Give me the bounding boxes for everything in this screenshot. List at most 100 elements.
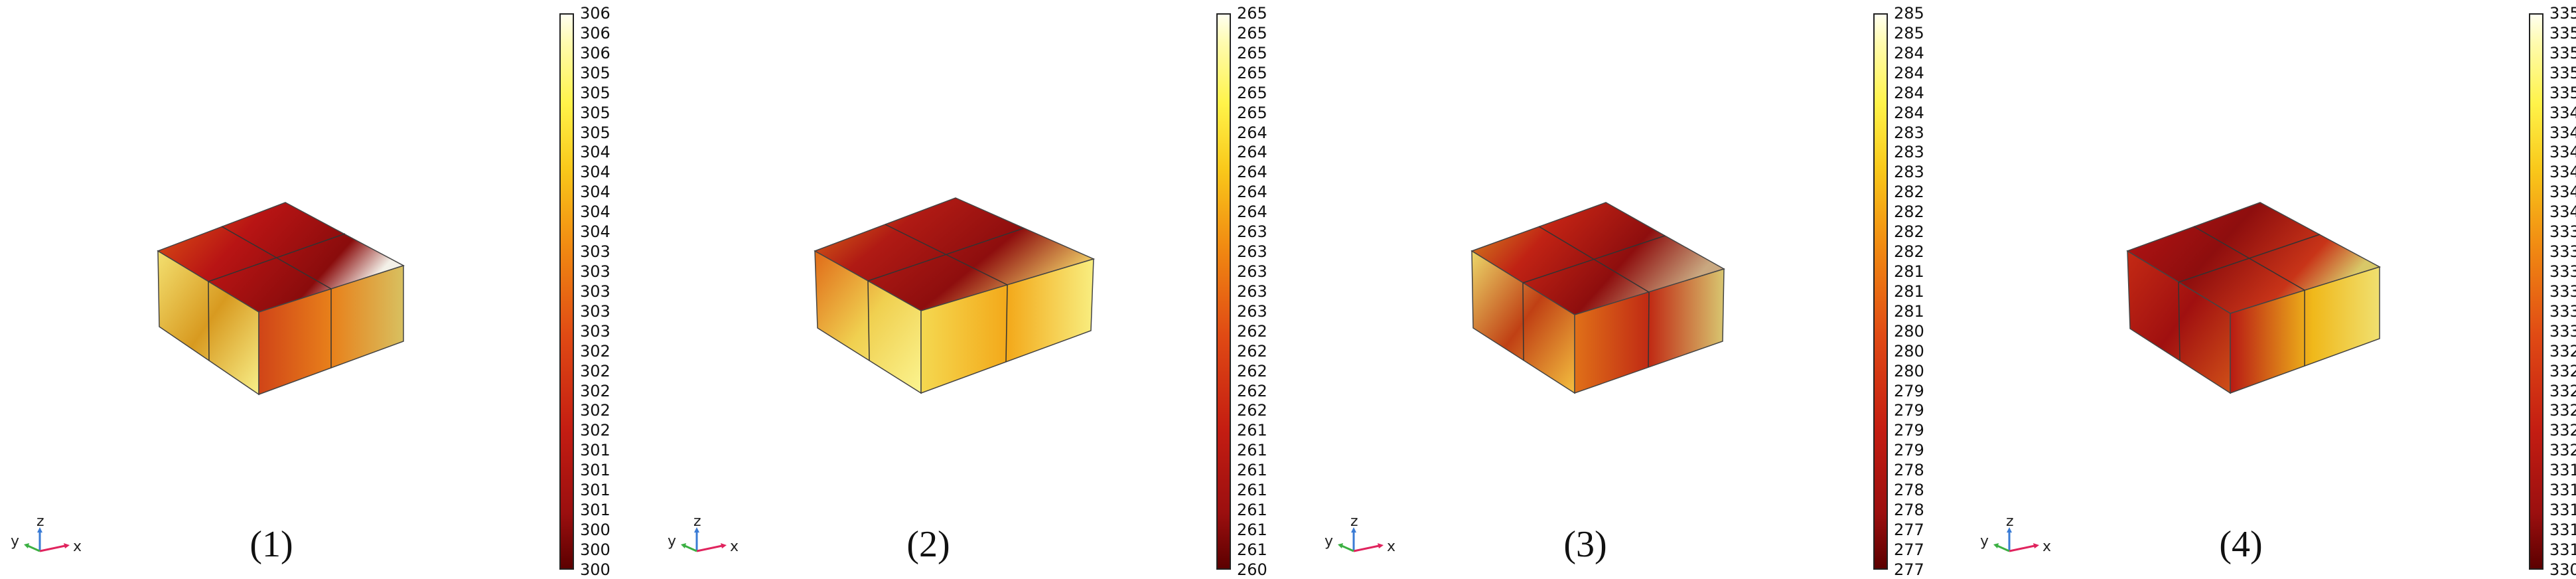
tick-label: 304 xyxy=(580,222,610,242)
tick-label: 284 xyxy=(1894,103,1924,122)
tick-label: 284 xyxy=(1894,83,1924,102)
tick-label: 262 xyxy=(1237,381,1267,400)
tick-label: 304 xyxy=(580,163,610,182)
tick-label: 283 xyxy=(1894,143,1924,162)
tick-label: 265 xyxy=(1237,83,1267,102)
tick-label: 264 xyxy=(1237,183,1267,202)
tick-label: 303 xyxy=(580,262,610,281)
temperature-cube xyxy=(1470,202,1725,394)
tick-label: 281 xyxy=(1894,301,1924,321)
tick-label: 261 xyxy=(1237,501,1267,520)
tick-label: 265 xyxy=(1237,43,1267,62)
axis-y-label: y xyxy=(668,533,676,550)
tick-label: 278 xyxy=(1894,481,1924,500)
tick-label: 285 xyxy=(1894,4,1924,23)
tick-label: 335 xyxy=(2549,83,2576,102)
tick-label: 282 xyxy=(1894,203,1924,222)
tick-label: 334 xyxy=(2549,123,2576,142)
axis-x-label: x xyxy=(1387,538,1395,555)
axis-z-label: z xyxy=(2006,513,2014,530)
axis-x-label: x xyxy=(73,538,82,555)
tick-label: 335 xyxy=(2549,43,2576,62)
temperature-cube xyxy=(157,202,405,396)
tick-label: 301 xyxy=(580,501,610,520)
tick-label: 260 xyxy=(1237,560,1267,579)
axis-x-label: x xyxy=(2042,538,2051,555)
tick-label: 263 xyxy=(1237,242,1267,262)
tick-label: 279 xyxy=(1894,441,1924,460)
tick-label: 330 xyxy=(2549,560,2576,579)
panel-label: (4) xyxy=(2219,524,2263,565)
tick-label: 303 xyxy=(580,242,610,262)
tick-label: 262 xyxy=(1237,401,1267,420)
tick-label: 280 xyxy=(1894,361,1924,380)
tick-label: 279 xyxy=(1894,381,1924,400)
tick-label: 331 xyxy=(2549,461,2576,480)
tick-label: 264 xyxy=(1237,163,1267,182)
tick-label: 265 xyxy=(1237,103,1267,122)
tick-label: 301 xyxy=(580,441,610,460)
tick-label: 282 xyxy=(1894,242,1924,262)
tick-label: 277 xyxy=(1894,540,1924,559)
tick-label: 305 xyxy=(580,123,610,142)
colorbar-tick-labels: 335 335 335 335 335 334 334 334 334 334 … xyxy=(2549,5,2576,578)
panel-4: 335 335 335 335 335 334 334 334 334 334 … xyxy=(1969,0,2576,578)
tick-label: 281 xyxy=(1894,282,1924,301)
tick-label: 305 xyxy=(580,63,610,82)
tick-label: 261 xyxy=(1237,461,1267,480)
tick-label: 265 xyxy=(1237,63,1267,82)
tick-label: 335 xyxy=(2549,63,2576,82)
tick-label: 284 xyxy=(1894,43,1924,62)
axis-z-label: z xyxy=(36,513,44,530)
axis-triad: z x y xyxy=(1324,513,1395,555)
temperature-cube xyxy=(814,197,1096,394)
tick-label: 264 xyxy=(1237,123,1267,142)
tick-label: 303 xyxy=(580,301,610,321)
tick-label: 282 xyxy=(1894,222,1924,242)
tick-label: 334 xyxy=(2549,203,2576,222)
axis-triad: z x y xyxy=(11,513,82,555)
tick-label: 331 xyxy=(2549,501,2576,520)
tick-label: 335 xyxy=(2549,4,2576,23)
axis-y-label: y xyxy=(1980,533,1989,550)
tick-label: 263 xyxy=(1237,301,1267,321)
tick-label: 304 xyxy=(580,203,610,222)
tick-label: 304 xyxy=(580,143,610,162)
tick-label: 281 xyxy=(1894,262,1924,281)
tick-label: 282 xyxy=(1894,183,1924,202)
axis-z-label: z xyxy=(693,513,701,530)
tick-label: 333 xyxy=(2549,242,2576,262)
tick-label: 261 xyxy=(1237,481,1267,500)
tick-label: 304 xyxy=(580,183,610,202)
tick-label: 331 xyxy=(2549,520,2576,539)
tick-label: 332 xyxy=(2549,341,2576,361)
axis-triad: z x y xyxy=(1980,513,2051,555)
colorbar-tick-labels: 285 285 284 284 284 284 283 283 283 282 … xyxy=(1894,5,1954,578)
tick-label: 262 xyxy=(1237,321,1267,341)
tick-label: 263 xyxy=(1237,222,1267,242)
axis-z-label: z xyxy=(1350,513,1358,530)
tick-label: 332 xyxy=(2549,381,2576,400)
tick-label: 333 xyxy=(2549,301,2576,321)
tick-label: 305 xyxy=(580,103,610,122)
tick-label: 280 xyxy=(1894,321,1924,341)
tick-label: 306 xyxy=(580,23,610,42)
tick-label: 333 xyxy=(2549,262,2576,281)
tick-label: 335 xyxy=(2549,23,2576,42)
tick-label: 284 xyxy=(1894,63,1924,82)
tick-label: 332 xyxy=(2549,361,2576,380)
tick-label: 261 xyxy=(1237,540,1267,559)
tick-label: 300 xyxy=(580,520,610,539)
tick-label: 332 xyxy=(2549,401,2576,420)
tick-label: 280 xyxy=(1894,341,1924,361)
tick-label: 334 xyxy=(2549,103,2576,122)
axis-triad: z x y xyxy=(668,513,739,555)
temperature-cube xyxy=(2126,202,2381,394)
panel-3: 285 285 284 284 284 284 283 283 283 282 … xyxy=(1314,0,1971,578)
tick-label: 333 xyxy=(2549,282,2576,301)
tick-label: 264 xyxy=(1237,203,1267,222)
tick-label: 285 xyxy=(1894,23,1924,42)
tick-label: 302 xyxy=(580,421,610,440)
tick-label: 333 xyxy=(2549,321,2576,341)
tick-label: 332 xyxy=(2549,441,2576,460)
